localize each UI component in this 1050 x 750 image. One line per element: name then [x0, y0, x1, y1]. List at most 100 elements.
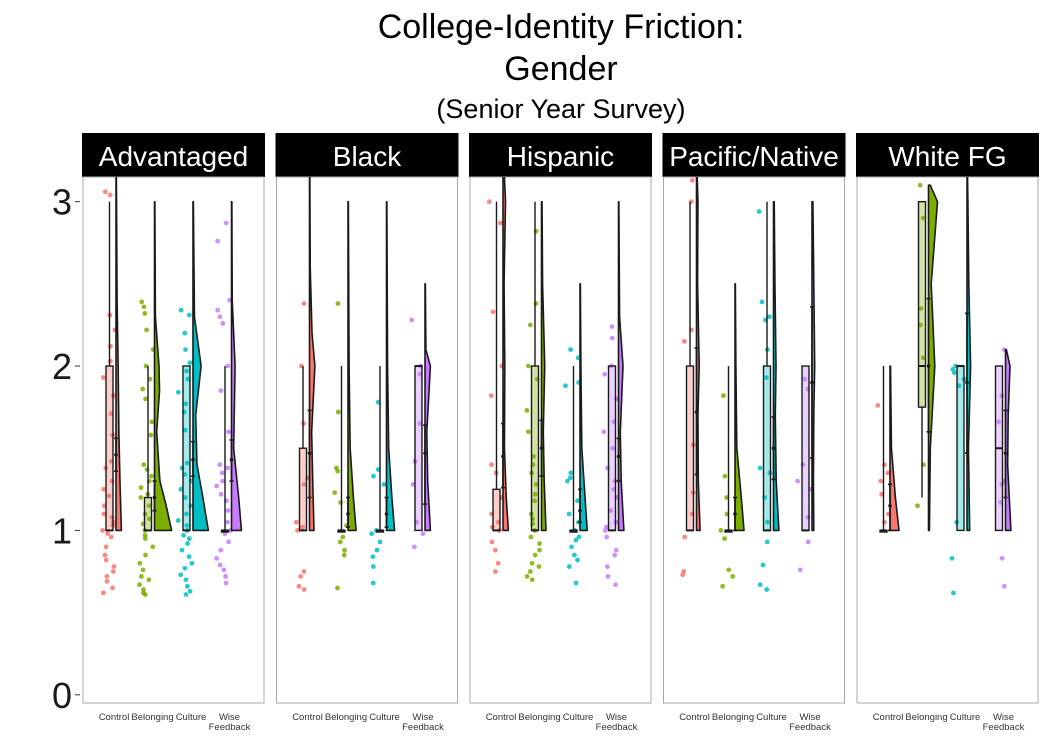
data-point: [490, 309, 496, 315]
data-point: [187, 360, 193, 366]
density-half-violin: [502, 177, 510, 532]
data-point: [101, 590, 106, 596]
data-point: [371, 473, 376, 479]
data-point: [111, 564, 117, 569]
data-point: [101, 375, 106, 380]
data-point: [575, 557, 580, 563]
data-point: [214, 483, 220, 489]
data-point: [718, 528, 724, 533]
data-point: [137, 582, 142, 588]
data-point: [102, 189, 108, 195]
group-wise: [601, 200, 625, 588]
x-tick-label: Belonging: [325, 712, 367, 723]
y-tick-label: 3: [52, 182, 72, 223]
density-half-violin: [772, 200, 780, 532]
data-point: [178, 486, 184, 492]
data-point: [223, 574, 228, 579]
data-point: [184, 460, 190, 466]
data-point: [184, 523, 190, 528]
data-point: [525, 429, 531, 435]
data-point: [182, 495, 188, 500]
data-point: [218, 547, 224, 553]
data-point: [223, 220, 229, 226]
data-point: [537, 547, 542, 553]
data-point: [374, 547, 380, 553]
panel-strip-label: Advantaged: [99, 141, 248, 172]
data-point: [764, 539, 770, 545]
data-point: [721, 393, 726, 399]
data-point: [536, 564, 542, 569]
facet-panel: Hispanic Control Belonging Culture WiseFeedb…: [469, 133, 652, 733]
data-point: [183, 401, 189, 407]
data-point: [149, 419, 155, 425]
box-iqr: [801, 365, 810, 532]
data-point: [920, 355, 926, 361]
data-point: [105, 531, 110, 537]
panel-border: [856, 176, 1039, 704]
data-point: [183, 347, 188, 352]
data-point: [529, 560, 535, 566]
data-point: [689, 177, 695, 183]
data-point: [377, 539, 383, 545]
data-point: [601, 429, 607, 435]
box-iqr: [685, 365, 695, 532]
data-point: [918, 306, 924, 311]
group-culture: [949, 177, 972, 596]
y-tick-label: 1: [52, 510, 72, 551]
data-point: [882, 519, 887, 525]
data-point: [335, 468, 341, 474]
mean-point: [694, 410, 699, 414]
data-point: [335, 409, 341, 415]
data-point: [602, 528, 608, 533]
data-point: [576, 534, 582, 540]
data-point: [492, 569, 498, 574]
data-point: [301, 301, 307, 306]
data-point: [996, 419, 1002, 425]
data-point: [148, 432, 154, 438]
data-point: [608, 508, 614, 514]
data-point: [178, 572, 184, 578]
data-point: [185, 376, 191, 382]
data-point: [722, 473, 728, 479]
mean-point: [926, 364, 931, 368]
data-point: [187, 588, 193, 594]
data-point: [370, 564, 376, 569]
box-iqr: [956, 365, 965, 532]
data-point: [1001, 583, 1007, 589]
data-point: [175, 389, 181, 395]
data-point: [140, 567, 146, 573]
strip-background: [275, 133, 459, 177]
data-point: [999, 555, 1005, 561]
panel-strip-label: White FG: [888, 141, 1006, 172]
data-point: [956, 383, 962, 389]
panel-plot-area: [293, 177, 432, 592]
mean-point: [229, 457, 234, 462]
group-belonging: [524, 200, 547, 583]
data-point: [524, 408, 530, 413]
data-point: [110, 569, 116, 574]
group-belonging: [915, 182, 939, 532]
data-point: [531, 454, 536, 459]
density-half-violin: [192, 200, 210, 532]
data-point: [524, 574, 530, 579]
group-belonging: [718, 283, 745, 589]
mean-point: [539, 446, 544, 451]
data-point: [301, 587, 307, 592]
data-point: [573, 537, 579, 543]
box-iqr: [917, 200, 927, 408]
mean-point: [307, 451, 312, 455]
group-belonging: [332, 200, 357, 591]
group-culture: [756, 200, 780, 592]
data-point: [369, 531, 375, 537]
data-point: [949, 555, 955, 561]
data-point: [917, 182, 923, 188]
data-point: [609, 335, 615, 341]
data-point: [217, 462, 223, 468]
data-point: [802, 376, 808, 382]
panel-plot-area: [680, 177, 816, 592]
data-point: [805, 539, 811, 545]
data-point: [527, 322, 533, 328]
data-point: [183, 592, 189, 597]
data-point: [756, 209, 762, 214]
